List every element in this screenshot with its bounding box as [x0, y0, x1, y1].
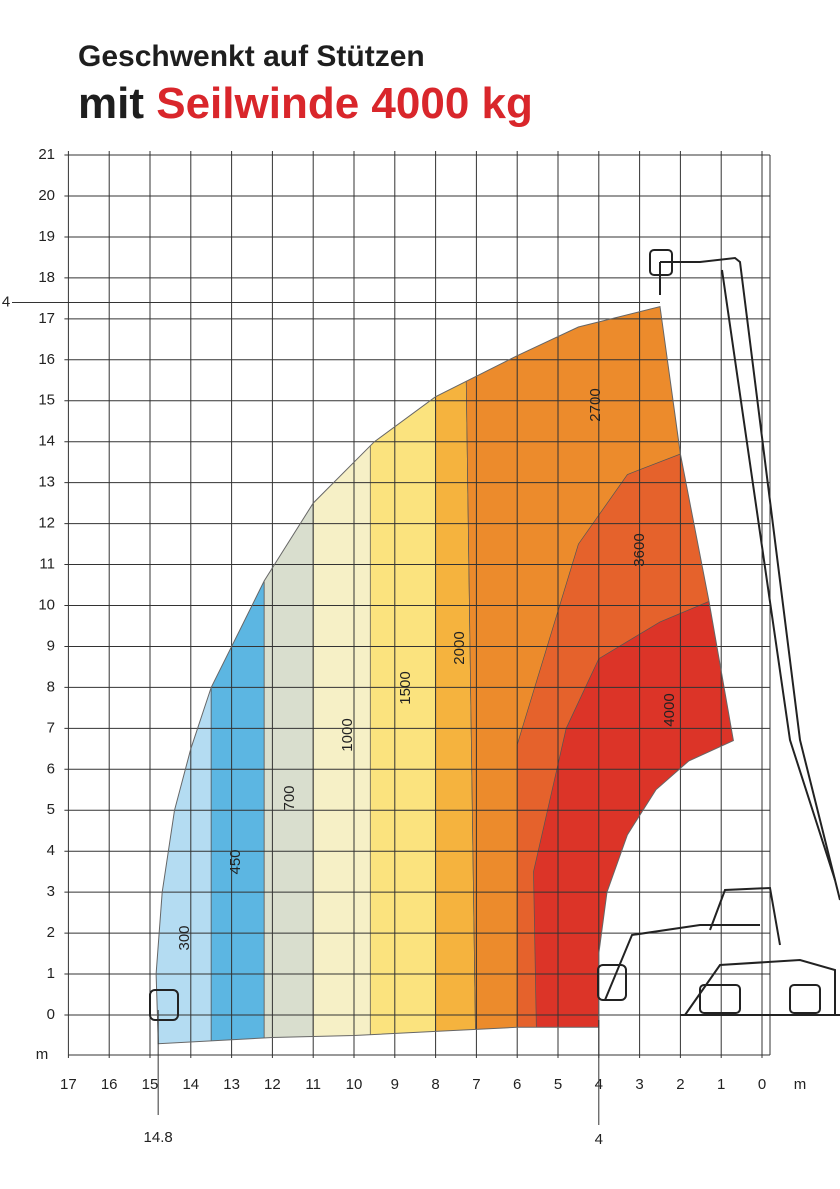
- crane: [149, 249, 840, 1021]
- zone-label: 700: [281, 785, 298, 810]
- y-tick-label: 3: [47, 883, 55, 900]
- y-tick-label: 16: [38, 351, 55, 368]
- x-unit: m: [794, 1076, 807, 1093]
- x-tick-label: 13: [223, 1076, 240, 1093]
- x-tick-label: 1: [717, 1076, 725, 1093]
- x-tick-label: 14: [182, 1076, 199, 1093]
- x-tick-label: 6: [513, 1076, 521, 1093]
- x-tick-label: 0: [758, 1076, 766, 1093]
- y-tick-label: 4: [47, 842, 55, 859]
- x-tick-label: 10: [346, 1076, 363, 1093]
- zone: [210, 306, 265, 1044]
- zone-label: 300: [176, 925, 193, 950]
- x-tick-label: 15: [142, 1076, 159, 1093]
- y-tick-label: 20: [38, 187, 55, 204]
- zone: [263, 306, 314, 1044]
- x-tick-label: 9: [391, 1076, 399, 1093]
- y-tick-label: 10: [38, 596, 55, 613]
- y-tick-label: 8: [47, 678, 55, 695]
- y-tick-label: 19: [38, 228, 55, 245]
- y-tick-label: 21: [38, 146, 55, 163]
- x-tick-label: 7: [472, 1076, 480, 1093]
- x-tick-label: 8: [431, 1076, 439, 1093]
- zone: [312, 306, 371, 1044]
- zone-label: 450: [227, 849, 244, 874]
- zone-label: 4000: [661, 693, 678, 726]
- x-tick-label: 16: [101, 1076, 118, 1093]
- x-tick-label: 3: [635, 1076, 643, 1093]
- min-reach-label: 4: [595, 1131, 603, 1148]
- y-tick-label: 0: [47, 1006, 55, 1023]
- y-tick-label: 6: [47, 760, 55, 777]
- zone-label: 1500: [397, 671, 414, 704]
- zone-label: 1000: [339, 718, 356, 751]
- x-tick-label: 2: [676, 1076, 684, 1093]
- y-tick-label: 17: [38, 310, 55, 327]
- zone-label: 3600: [631, 533, 648, 566]
- y-tick-label: 12: [38, 515, 55, 532]
- y-tick-label: 7: [47, 719, 55, 736]
- y-tick-label: 2: [47, 924, 55, 941]
- zone-label: 2700: [587, 388, 604, 421]
- y-unit: m: [36, 1046, 49, 1063]
- x-tick-label: 12: [264, 1076, 281, 1093]
- y-tick-label: 13: [38, 474, 55, 491]
- title-line-2: mit Seilwinde 4000 kg: [78, 79, 533, 128]
- y-tick-label: 5: [47, 801, 55, 818]
- x-tick-label: 5: [554, 1076, 562, 1093]
- x-tick-label: 17: [60, 1076, 77, 1093]
- title-highlight: Seilwinde 4000 kg: [156, 79, 533, 128]
- y-tick-label: 9: [47, 637, 55, 654]
- load-zones: [156, 306, 734, 1044]
- zone-label: 2000: [451, 631, 468, 664]
- title-prefix: mit: [78, 79, 144, 128]
- title-line-1: Geschwenkt auf Stützen: [78, 40, 425, 73]
- y-tick-label: 14: [38, 433, 55, 450]
- y-tick-label: 18: [38, 269, 55, 286]
- y-tick-label: 1: [47, 965, 55, 982]
- x-tick-label: 11: [305, 1076, 321, 1093]
- reach-label: 14.8: [144, 1129, 173, 1146]
- envelope: [155, 305, 734, 1045]
- y-tick-label: 11: [39, 556, 55, 573]
- zone: [369, 306, 436, 1044]
- grid: [64, 151, 771, 1058]
- height-label: 4: [2, 293, 10, 310]
- zone: [156, 306, 212, 1044]
- y-tick-label: 15: [38, 392, 55, 409]
